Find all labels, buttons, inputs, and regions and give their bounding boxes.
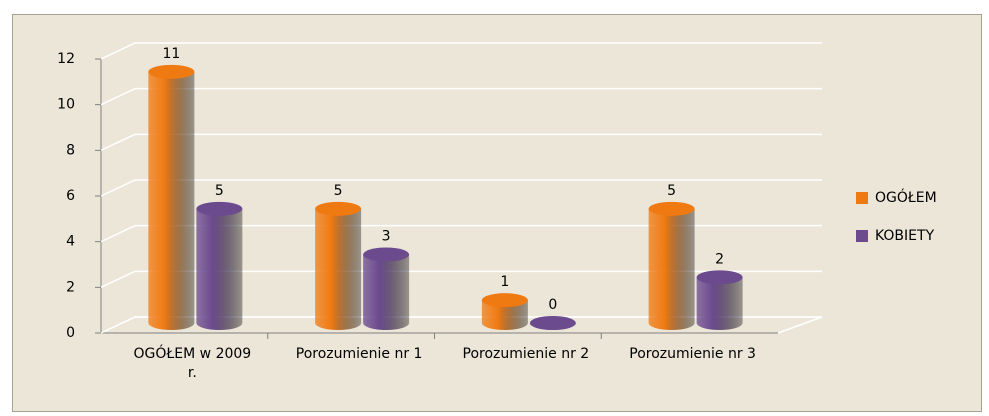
bar-top — [648, 201, 695, 216]
bar-top — [148, 64, 195, 79]
bar-top — [363, 247, 410, 262]
bar — [696, 270, 743, 331]
data-label: 11 — [162, 46, 180, 62]
x-tick-label: Porozumienie nr 1 — [295, 346, 423, 362]
x-tick-label: Porozumienie nr 3 — [629, 346, 756, 362]
y-tick-label: 12 — [57, 51, 75, 67]
chart-frame: 0 2 4 6 8 10 12 11 5 5 3 1 0 5 2 OGÓŁEM KOBIETY OGÓŁEM w… — [12, 14, 982, 412]
bar-top — [529, 316, 576, 330]
data-label: 1 — [500, 274, 509, 290]
bar-top — [196, 201, 243, 216]
y-tick-label: 2 — [66, 279, 75, 295]
legend-swatch — [856, 230, 868, 242]
bar-top — [696, 270, 743, 285]
bar-body — [363, 254, 410, 331]
data-label: 2 — [715, 251, 724, 267]
y-tick-label: 6 — [66, 188, 75, 204]
bar-body — [696, 277, 743, 331]
bar — [648, 201, 695, 331]
grid-line — [100, 87, 822, 106]
bar — [481, 293, 528, 331]
grid-line — [100, 224, 822, 243]
x-tick-label: OGÓŁEM w 2009 r. — [133, 346, 252, 381]
bar-body — [648, 208, 695, 331]
bar — [148, 64, 195, 331]
bar-body — [196, 208, 243, 331]
data-label: 5 — [667, 183, 676, 199]
y-tick-label: 8 — [66, 142, 75, 158]
grid-line — [100, 270, 822, 289]
grid-line — [100, 133, 822, 152]
bar-top — [481, 293, 528, 308]
grid-line — [100, 316, 822, 334]
data-label: 0 — [548, 297, 557, 313]
y-tick-label: 10 — [57, 97, 75, 113]
legend-swatch — [856, 192, 868, 204]
bar — [196, 201, 243, 331]
legend-label: KOBIETY — [875, 228, 935, 244]
bar — [529, 316, 576, 331]
data-label: 3 — [382, 229, 391, 245]
bar — [363, 247, 410, 331]
bar-body — [148, 71, 195, 331]
bar — [315, 201, 362, 331]
data-label: 5 — [215, 183, 224, 199]
bar-top — [315, 201, 362, 216]
y-tick-label: 4 — [66, 234, 75, 250]
legend-label: OGÓŁEM — [875, 188, 937, 206]
x-tick-label: Porozumienie nr 2 — [462, 346, 590, 362]
data-label: 5 — [334, 183, 343, 199]
y-tick-label: 0 — [66, 325, 75, 341]
bar-body — [315, 208, 362, 331]
grid-line — [100, 179, 822, 197]
bar-body — [481, 300, 528, 331]
grid-line — [100, 42, 822, 60]
